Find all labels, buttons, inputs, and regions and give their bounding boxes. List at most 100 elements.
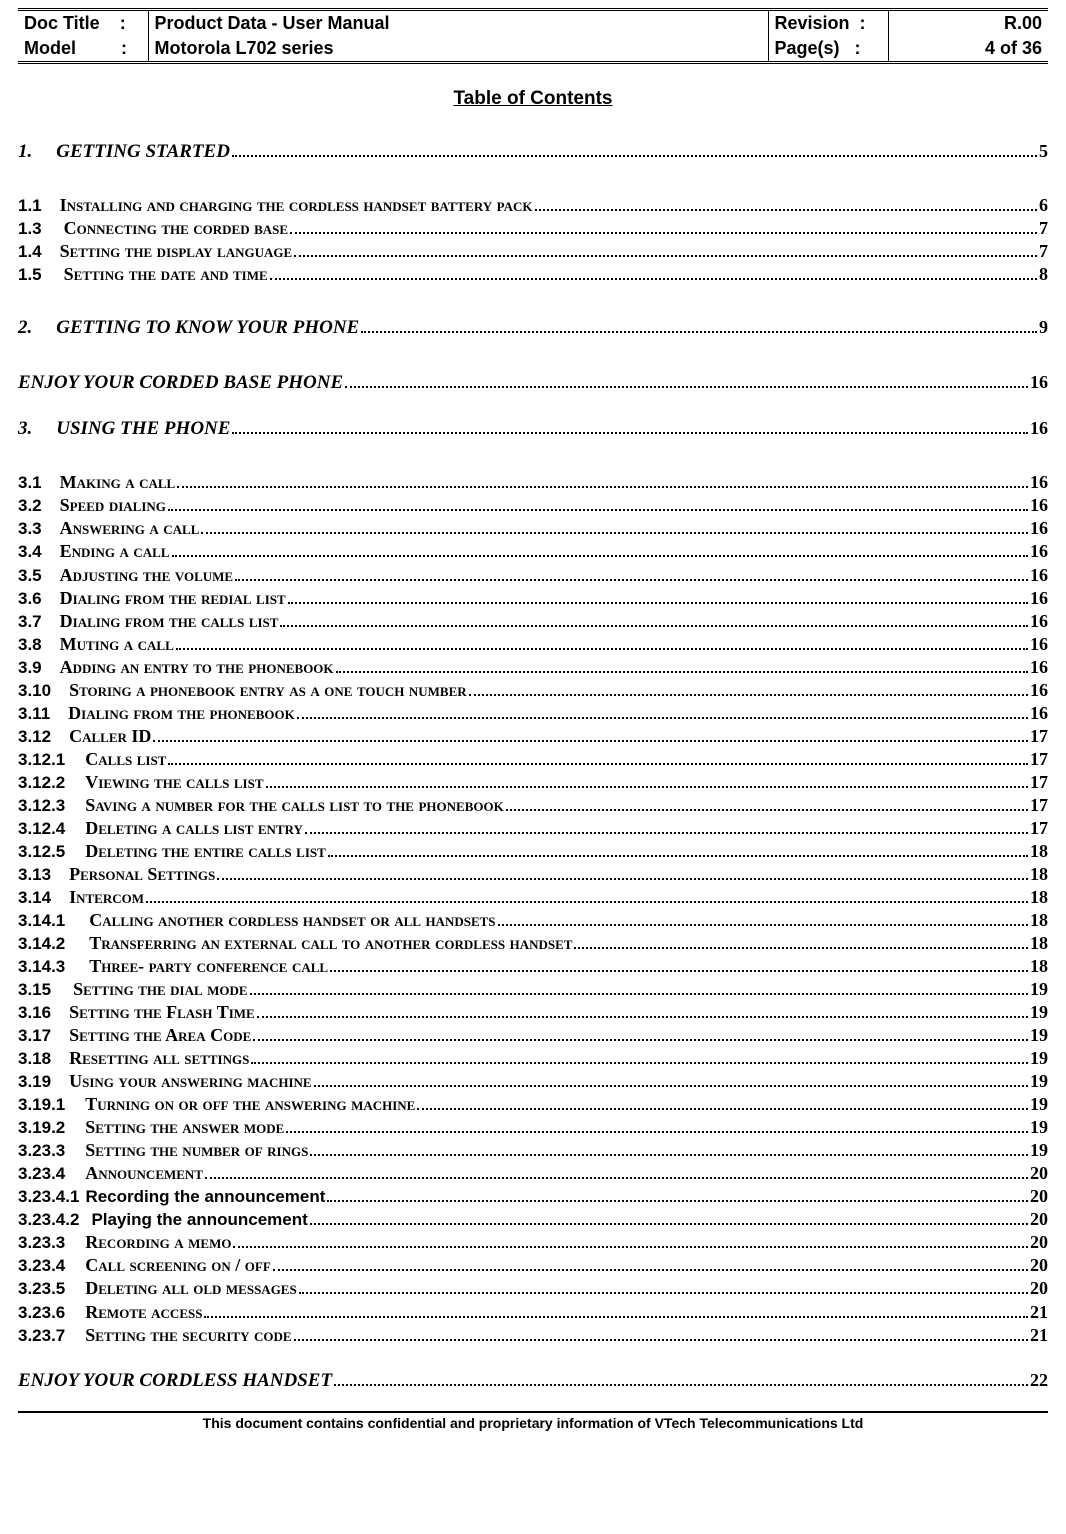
toc-leader-dots	[327, 1189, 1028, 1202]
toc-entry: 3.16Setting the Flash Time19	[18, 1001, 1048, 1024]
toc-entry-number: 3.9	[18, 657, 42, 679]
toc-entry-page: 8	[1039, 263, 1048, 286]
toc-entry: 3.23.4.1Recording the announcement20	[18, 1185, 1048, 1208]
toc-leader-dots	[273, 1258, 1028, 1271]
toc-leader-dots	[168, 498, 1028, 511]
revision-value: R.00	[888, 11, 1048, 36]
toc-entry-title: Setting the Flash Time	[69, 1001, 255, 1024]
toc-entry-title: Saving a number for the calls list to th…	[85, 794, 503, 817]
toc-entry-page: 6	[1039, 194, 1048, 217]
revision-label: Revision :	[768, 11, 888, 36]
toc-entry-page: 21	[1030, 1301, 1048, 1324]
pages-label: Page(s) :	[768, 36, 888, 61]
toc-leader-dots	[153, 729, 1028, 742]
toc-entry-title: Calling another cordless handset or all …	[89, 909, 495, 932]
toc-entry-title: Dialing from the calls list	[60, 610, 279, 633]
toc-leader-dots	[310, 1143, 1028, 1156]
toc-entry: 3.23.4.2 Playing the announcement 20	[18, 1208, 1048, 1231]
toc-leader-dots	[290, 221, 1037, 234]
toc-entry-title: Making a call	[60, 471, 176, 494]
toc-entry-page: 19	[1030, 978, 1048, 1001]
toc-entry: 3.18Resetting all settings19	[18, 1047, 1048, 1070]
toc-entry-page: 16	[1030, 656, 1048, 679]
toc-entry-page: 16	[1030, 540, 1048, 563]
toc-entry-number: 1.3	[18, 218, 42, 240]
toc-entry-title: GETTING STARTED	[56, 140, 230, 164]
toc-leader-dots	[297, 706, 1028, 719]
toc-entry-page: 17	[1030, 748, 1048, 771]
toc-entry-title: Installing and charging the cordless han…	[60, 194, 533, 217]
toc-entry-title: Answering a call	[60, 517, 200, 540]
toc-leader-dots	[417, 1097, 1028, 1110]
toc-entry-number: 3.19.1	[18, 1094, 65, 1116]
toc-entry-page: 20	[1030, 1208, 1048, 1231]
toc-entry-page: 17	[1030, 794, 1048, 817]
toc-entry: 3.23.4Announcement20	[18, 1162, 1048, 1185]
toc-entry-page: 16	[1030, 517, 1048, 540]
toc-entry-title: Setting the dial mode	[73, 978, 247, 1001]
toc-entry-number: 2.	[18, 316, 32, 340]
toc-entry: 3.3Answering a call16	[18, 517, 1048, 540]
toc-entry-page: 20	[1030, 1231, 1048, 1254]
toc-entry-title: Adjusting the volume	[60, 564, 233, 587]
toc-entry: 3.14.3 Three- party conference call 18	[18, 955, 1048, 978]
toc-entry: 3.1Making a call16	[18, 471, 1048, 494]
toc-entry-page: 18	[1030, 840, 1048, 863]
toc-entry-number: 3.23.4.2	[18, 1209, 79, 1231]
toc-entry-title: Setting the answer mode	[85, 1116, 284, 1139]
toc-entry-page: 18	[1030, 955, 1048, 978]
toc-entry: 3.23.6Remote access21	[18, 1301, 1048, 1324]
toc-entry-number: 1.	[18, 140, 32, 164]
toc-entry-page: 21	[1030, 1324, 1048, 1347]
toc-leader-dots	[506, 798, 1028, 811]
pages-value: 4 of 36	[888, 36, 1048, 61]
toc-entry-number: 3.4	[18, 541, 42, 563]
toc-leader-dots	[469, 683, 1028, 696]
toc-entry-title: Intercom	[69, 886, 144, 909]
toc-entry-page: 18	[1030, 932, 1048, 955]
toc-leader-dots	[257, 1005, 1028, 1018]
toc-entry-number: 3.6	[18, 588, 42, 610]
toc-leader-dots	[328, 844, 1028, 857]
toc-leader-dots	[270, 267, 1037, 280]
toc-entry-title: Using your answering machine	[69, 1070, 311, 1093]
toc-entry-page: 19	[1030, 1093, 1048, 1116]
toc-entry-title: Three- party conference call	[89, 955, 328, 978]
toc-entry-number: 3.23.3	[18, 1140, 65, 1162]
toc-entry-page: 7	[1039, 217, 1048, 240]
toc-leader-dots	[305, 821, 1028, 834]
toc-entry: 3.13Personal Settings18	[18, 863, 1048, 886]
toc-entry-number: 3.7	[18, 611, 42, 633]
toc-entry-page: 18	[1030, 909, 1048, 932]
toc-entry-number: 1.5	[18, 264, 42, 286]
toc-leader-dots	[286, 1120, 1028, 1133]
toc-leader-dots	[280, 614, 1028, 627]
toc-entry: 3.23.7Setting the security code21	[18, 1324, 1048, 1347]
toc-entry-title: Remote access	[85, 1301, 202, 1324]
toc-entry: 3.23.3Setting the number of rings19	[18, 1139, 1048, 1162]
toc-leader-dots	[288, 591, 1028, 604]
toc-entry-title: Setting the number of rings	[85, 1139, 308, 1162]
toc-entry: 3.12.4Deleting a calls list entry17	[18, 817, 1048, 840]
toc-entry-title: Turning on or off the answering machine	[85, 1093, 415, 1116]
toc-entry-title: Playing the announcement	[91, 1209, 307, 1231]
toc-entry-page: 16	[1030, 471, 1048, 494]
toc-entry: 3.9Adding an entry to the phonebook16	[18, 656, 1048, 679]
toc-entry-page: 20	[1030, 1254, 1048, 1277]
toc-entry: 3.15Setting the dial mode19	[18, 978, 1048, 1001]
toc-entry: 3.12.5Deleting the entire calls list18	[18, 840, 1048, 863]
toc-leader-dots	[361, 320, 1037, 333]
toc-entry-title: Announcement	[85, 1162, 203, 1185]
toc-entry-number: 3.14.3	[18, 956, 65, 978]
toc-entry-number: 1.1	[18, 195, 42, 217]
toc-leader-dots	[205, 1166, 1028, 1179]
toc-entry-page: 20	[1030, 1277, 1048, 1300]
toc-entry-title: Recording a memo	[85, 1231, 231, 1254]
toc-entry: 3.2Speed dialing16	[18, 494, 1048, 517]
toc-entry-number: 3.17	[18, 1025, 51, 1047]
toc-entry: 1.GETTING STARTED5	[18, 140, 1048, 164]
toc-leader-dots	[146, 890, 1028, 903]
toc-entry: 3.10Storing a phonebook entry as a one t…	[18, 679, 1048, 702]
toc-entry-title: Personal Settings	[69, 863, 215, 886]
toc-entry-title: GETTING TO KNOW YOUR PHONE	[56, 316, 359, 340]
